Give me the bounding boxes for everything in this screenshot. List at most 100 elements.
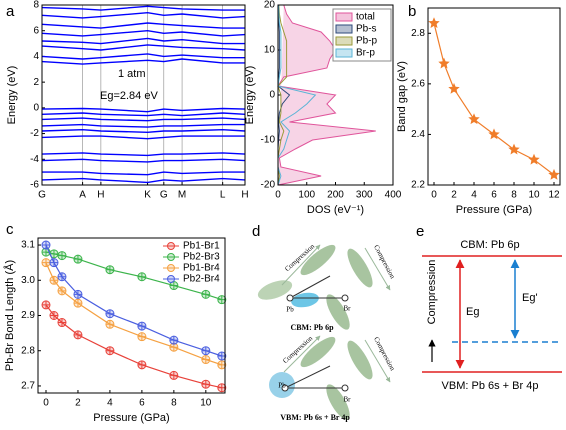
y-tick-label: 20 — [264, 0, 276, 11]
legend-marker — [167, 275, 175, 283]
marker-cross — [105, 309, 114, 318]
x-tick-label: 8 — [511, 190, 517, 201]
x-tick-label: 12 — [548, 190, 560, 201]
y-tick-label: 2.8 — [411, 28, 425, 39]
marker-cross — [217, 360, 226, 369]
marker-cross — [137, 272, 146, 281]
line — [433, 23, 555, 176]
level-label: VBM: Pb 6s + Br 4p — [442, 380, 539, 392]
marker — [217, 295, 227, 305]
legend-marker — [167, 264, 175, 272]
y-axis-label: Energy (eV) — [244, 66, 256, 125]
arrow — [281, 244, 321, 286]
bond — [284, 365, 331, 389]
band-line — [41, 5, 245, 11]
marker-cross — [57, 272, 66, 281]
orbital — [347, 248, 373, 288]
marker — [49, 311, 59, 320]
gap-label: Eg' — [522, 292, 538, 304]
gap-label: Eg — [466, 306, 479, 318]
marker — [488, 128, 500, 140]
band-line — [41, 128, 246, 134]
marker — [169, 335, 179, 345]
marker — [57, 286, 67, 296]
marker — [73, 289, 83, 299]
marker-cross — [73, 290, 82, 299]
marker — [137, 272, 147, 282]
y-tick-label: 2.8 — [21, 345, 35, 356]
y-tick-label: -6 — [30, 180, 39, 191]
marker — [105, 346, 115, 356]
marker — [41, 258, 51, 268]
legend-swatch — [335, 24, 353, 34]
band-line — [41, 112, 246, 117]
marker-cross — [201, 355, 210, 364]
dos-curve — [277, 4, 376, 186]
marker-cross — [105, 346, 114, 355]
arrow — [364, 247, 391, 291]
marker-cross — [41, 241, 50, 250]
band-line — [41, 177, 246, 184]
marker-cross — [73, 330, 82, 339]
x-axis-label: Pressure (GPa) — [456, 204, 532, 216]
marker — [73, 298, 83, 308]
x-tick-label: K — [144, 190, 151, 201]
atom — [281, 384, 289, 392]
marker — [217, 383, 227, 393]
band-line — [41, 37, 245, 45]
y-tick-label: 3.0 — [21, 275, 35, 286]
orbital — [269, 372, 295, 398]
marker — [428, 17, 440, 28]
y-tick-label: 8 — [33, 0, 39, 11]
x-tick-label: 2 — [75, 398, 81, 409]
atom — [341, 384, 349, 392]
y-tick-label: 3.1 — [21, 240, 35, 251]
legend-label: Pb1-Br4 — [183, 263, 220, 274]
marker — [448, 82, 460, 94]
x-axis-label: DOS (eV⁻¹) — [307, 204, 364, 216]
marker — [49, 258, 59, 268]
y-tick-label: 0 — [33, 102, 39, 113]
marker — [217, 360, 227, 370]
band-line — [41, 11, 246, 19]
panel-label: d — [252, 223, 260, 240]
y-tick-label: 6 — [33, 25, 39, 36]
x-tick-label: 4 — [107, 398, 113, 409]
marker — [105, 309, 115, 319]
y-tick-label: 4 — [33, 51, 39, 62]
x-tick-label: L — [220, 190, 226, 201]
orbital — [291, 292, 319, 308]
marker-cross — [169, 371, 178, 380]
band-line — [41, 107, 246, 113]
panel-d: d Compression Compression Pb Br CBM: Pb … — [252, 223, 397, 422]
legend-label: Pb2-Br3 — [183, 252, 220, 263]
x-tick-label: 200 — [327, 190, 344, 201]
marker — [57, 318, 67, 328]
y-tick-label: -2 — [30, 128, 39, 139]
orbital-diagram — [269, 335, 391, 420]
marker — [201, 355, 211, 365]
marker-cross — [169, 281, 178, 290]
x-tick-label: 6 — [139, 398, 145, 409]
orbital — [257, 280, 293, 300]
marker-cross — [41, 258, 50, 267]
line — [45, 304, 222, 389]
x-tick-label: 400 — [385, 190, 402, 201]
orbital — [326, 384, 350, 420]
band-line — [41, 44, 246, 51]
band-line — [41, 29, 246, 37]
y-tick-label: 2.9 — [21, 310, 35, 321]
x-tick-label: 6 — [491, 190, 497, 201]
panel-e: e CBM: Pb 6p VBM: Pb 6s + Br 4p Eg Eg' C… — [416, 223, 562, 392]
caption: CBM: Pb 6p — [290, 323, 334, 332]
x-tick-label: 2 — [451, 190, 457, 201]
marker-cross — [137, 332, 146, 341]
band-line — [41, 152, 246, 157]
x-tick-label: 0 — [43, 398, 49, 409]
atom-label: Pb — [278, 382, 286, 390]
y-tick-label: -4 — [30, 154, 39, 165]
legend-box — [332, 8, 392, 62]
orbital — [347, 340, 373, 380]
marker-cross — [201, 290, 210, 299]
